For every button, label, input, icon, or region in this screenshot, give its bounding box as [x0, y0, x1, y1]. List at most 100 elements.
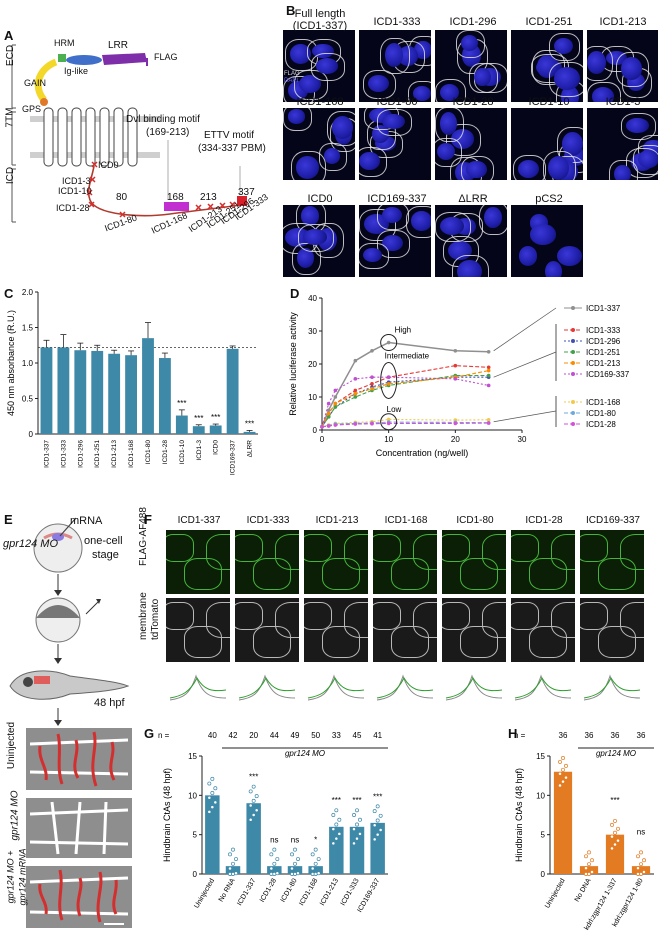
label-ettv-motif: ETTV motif [204, 130, 255, 141]
cell-outline [373, 534, 401, 562]
d-legend-label: ICD1-168 [586, 398, 621, 407]
d-legend-marker [571, 422, 575, 426]
b-label-icd1-213: ICD1-213 [599, 16, 647, 28]
d-legend-marker [571, 306, 575, 310]
g-dot [290, 866, 294, 871]
g-bar [329, 826, 344, 874]
region-icd: ICD [5, 166, 17, 185]
membrane-stain [297, 224, 335, 252]
g-n-value: 50 [311, 731, 320, 740]
b-label-icd1-168: ICD1-168 [296, 96, 344, 108]
cell-outline [275, 602, 299, 638]
f-column-label: ICD1-168 [384, 515, 428, 526]
g-bar [205, 795, 220, 874]
g-dot [210, 791, 215, 795]
h-dot [642, 870, 646, 874]
g-significance: * [314, 836, 317, 845]
label-ig-like: Ig-like [64, 66, 89, 76]
b-label-icd169-337: ICD169-337 [367, 193, 427, 205]
g-dot [231, 847, 235, 852]
c-category-label: ICD1-28 [162, 440, 169, 465]
d-legend-label: ICD1-251 [586, 348, 621, 357]
g-bar [267, 866, 282, 874]
membrane-stain [379, 38, 410, 75]
h-significance: *** [610, 796, 619, 805]
c-bar [40, 347, 53, 434]
e-cond-uninjected: Uninjected [6, 721, 18, 770]
membrane-stain [609, 160, 638, 180]
g-ytick-label: 10 [188, 791, 197, 800]
c-category-label: ΔLRR [247, 440, 254, 458]
b-label-icd1-80: ICD1-80 [376, 96, 418, 108]
d-point [386, 340, 391, 345]
membrane-stain [408, 81, 431, 102]
h-dot [558, 759, 562, 764]
micrograph [435, 205, 507, 277]
g-bar [370, 822, 385, 874]
g-ytick-label: 5 [193, 831, 198, 840]
c-category-label: ICD1-80 [145, 440, 152, 465]
g-dot [352, 827, 356, 832]
g-significance: *** [373, 792, 382, 801]
cell-outline [275, 534, 299, 570]
f-flag-image [235, 530, 299, 594]
cell-outline [235, 534, 263, 562]
nucleus [545, 260, 563, 277]
micrograph [283, 205, 355, 277]
d-point [486, 383, 491, 388]
cell-outline [598, 626, 636, 658]
f-column-label: ICD1-333 [246, 515, 290, 526]
h-dot [639, 872, 643, 876]
h-dot [616, 826, 620, 831]
g-dot [337, 831, 342, 836]
panel-h-letter: H [508, 726, 518, 741]
d-point [453, 377, 458, 381]
panel-e-schematic [9, 517, 132, 928]
d-point [353, 391, 358, 396]
g-dot [269, 866, 274, 871]
h-ytick-label: 15 [536, 752, 545, 761]
g-n-label: n = [158, 731, 170, 740]
panel-e-letter: E [4, 512, 13, 527]
label-hrm: HRM [54, 38, 75, 48]
membrane-stain [587, 82, 622, 102]
f-profile-flag [238, 676, 296, 699]
g-dot [254, 808, 259, 813]
d-point [370, 386, 374, 391]
f-intensity-profile [238, 674, 296, 701]
d-legend-label: ICD1-80 [586, 409, 616, 418]
d-series-line [321, 376, 489, 428]
micrograph [283, 30, 355, 102]
d-point [386, 375, 391, 379]
d-xlabel: Concentration (ng/well) [376, 448, 469, 458]
g-dot [296, 871, 300, 876]
num-80: 80 [116, 192, 128, 203]
micrograph [511, 205, 583, 277]
hrm-domain [58, 54, 66, 62]
d-ylabel: Relative luciferase activity [288, 312, 298, 416]
d-leader [493, 351, 557, 378]
d-legend-label: ICD1-296 [586, 337, 621, 346]
f-intensity-profile [514, 674, 572, 701]
g-dot [352, 841, 356, 846]
g-dot [234, 857, 238, 862]
panel-f-letter: F [144, 512, 152, 527]
h-dot [561, 756, 565, 760]
cell-outline [322, 558, 360, 590]
g-dot [231, 861, 235, 866]
g-significance: *** [249, 773, 258, 782]
g-n-value: 44 [270, 731, 279, 740]
f-intensity-profile [169, 674, 227, 701]
c-category-label: ICD1-337 [43, 440, 50, 468]
g-dot [228, 866, 232, 871]
f-profile-membrane [169, 674, 227, 701]
c-ytick-label: 1.0 [22, 359, 34, 368]
cell-outline [598, 558, 636, 590]
d-point [486, 373, 491, 378]
g-dot [207, 809, 212, 814]
d-group-low: Low [387, 405, 402, 414]
d-legend-marker [571, 372, 575, 376]
c-bar [91, 350, 104, 434]
f-intensity-profile [376, 674, 434, 701]
nucleus [530, 224, 556, 245]
